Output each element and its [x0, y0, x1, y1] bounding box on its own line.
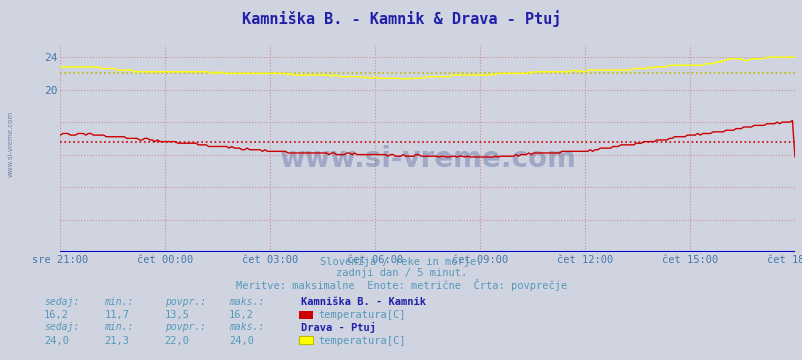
Text: 16,2: 16,2 [229, 310, 253, 320]
Text: Slovenija / reke in morje.: Slovenija / reke in morje. [320, 257, 482, 267]
Text: Kamniška B. - Kamnik & Drava - Ptuj: Kamniška B. - Kamnik & Drava - Ptuj [241, 10, 561, 27]
Text: sedaj:: sedaj: [44, 297, 79, 307]
Text: 24,0: 24,0 [229, 336, 253, 346]
Text: zadnji dan / 5 minut.: zadnji dan / 5 minut. [335, 268, 467, 278]
Text: 22,0: 22,0 [164, 336, 189, 346]
Text: maks.:: maks.: [229, 297, 264, 307]
Text: 16,2: 16,2 [44, 310, 69, 320]
Text: min.:: min.: [104, 322, 134, 332]
Text: www.si-vreme.com: www.si-vreme.com [279, 145, 575, 173]
Text: Kamniška B. - Kamnik: Kamniška B. - Kamnik [301, 297, 426, 307]
Text: temperatura[C]: temperatura[C] [318, 310, 405, 320]
Text: 24,0: 24,0 [44, 336, 69, 346]
Text: 13,5: 13,5 [164, 310, 189, 320]
Text: Drava - Ptuj: Drava - Ptuj [301, 322, 375, 333]
Text: 21,3: 21,3 [104, 336, 129, 346]
Text: povpr.:: povpr.: [164, 322, 205, 332]
Text: min.:: min.: [104, 297, 134, 307]
Text: www.si-vreme.com: www.si-vreme.com [7, 111, 14, 177]
Text: temperatura[C]: temperatura[C] [318, 336, 405, 346]
Text: sedaj:: sedaj: [44, 322, 79, 332]
Text: povpr.:: povpr.: [164, 297, 205, 307]
Text: 11,7: 11,7 [104, 310, 129, 320]
Text: maks.:: maks.: [229, 322, 264, 332]
Text: Meritve: maksimalne  Enote: metrične  Črta: povprečje: Meritve: maksimalne Enote: metrične Črta… [236, 279, 566, 291]
